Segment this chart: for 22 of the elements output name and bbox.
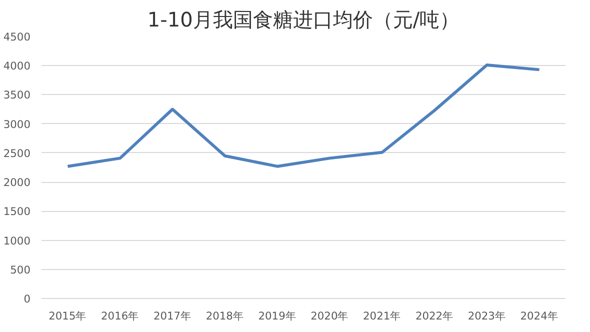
y-tick-label: 4500 bbox=[3, 30, 31, 44]
y-tick-label: 1500 bbox=[3, 205, 31, 218]
y-tick-label: 4000 bbox=[3, 60, 31, 73]
x-tick-label: 2017年 bbox=[153, 310, 192, 322]
x-tick-label: 2022年 bbox=[415, 310, 454, 322]
x-tick-label: 2019年 bbox=[258, 310, 296, 322]
y-tick-label: 3500 bbox=[3, 88, 31, 102]
y-tick-label: 2500 bbox=[3, 146, 31, 160]
x-tick-label: 2021年 bbox=[363, 310, 402, 322]
y-tick-label: 500 bbox=[10, 263, 31, 276]
x-tick-label: 2016年 bbox=[101, 310, 140, 322]
x-tick-label: 2023年 bbox=[468, 310, 506, 322]
line-series bbox=[66, 64, 541, 168]
y-tick-label: 3000 bbox=[3, 118, 31, 131]
x-tick-label: 2015年 bbox=[48, 310, 87, 322]
y-tick-label: 1000 bbox=[3, 234, 31, 248]
x-tick-label: 2018年 bbox=[206, 310, 244, 322]
y-tick-label: 0 bbox=[24, 292, 31, 306]
chart-title: 1-10月我国食糖进口均价（元/吨） bbox=[147, 8, 460, 32]
x-tick-label: 2020年 bbox=[310, 310, 349, 322]
x-tick-label: 2024年 bbox=[520, 310, 558, 322]
y-tick-label: 2000 bbox=[3, 176, 31, 190]
